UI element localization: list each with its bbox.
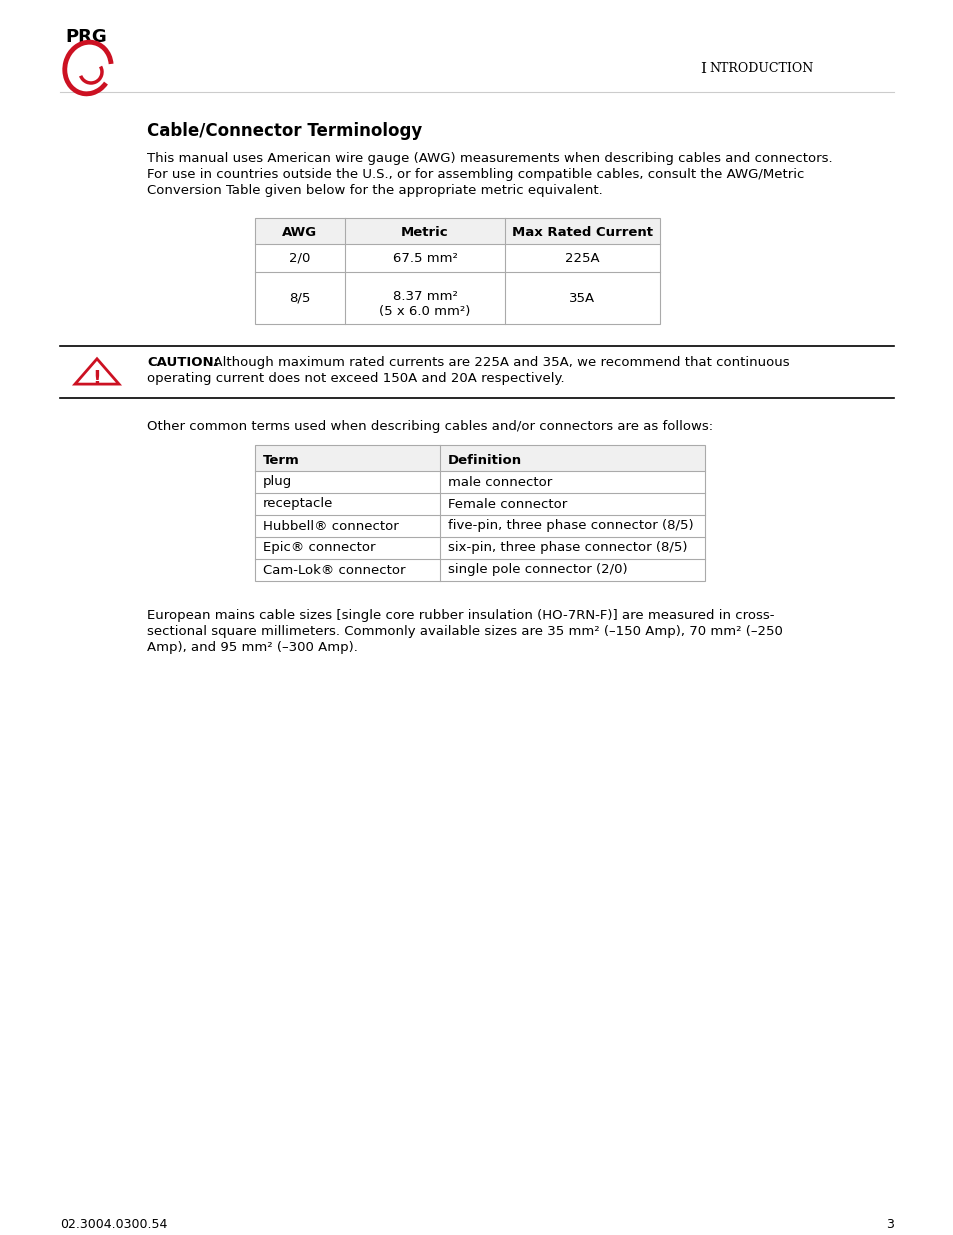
Text: !: !: [92, 368, 101, 388]
Text: Cable/Connector Terminology: Cable/Connector Terminology: [147, 122, 422, 140]
Text: 3: 3: [885, 1218, 893, 1231]
Text: plug: plug: [263, 475, 292, 489]
Text: 35A: 35A: [569, 291, 595, 305]
Text: Hubbell® connector: Hubbell® connector: [263, 520, 398, 532]
Text: 8/5: 8/5: [289, 291, 311, 305]
Text: 02.3004.0300.54: 02.3004.0300.54: [60, 1218, 167, 1231]
Text: Female connector: Female connector: [448, 498, 567, 510]
Text: Other common terms used when describing cables and/or connectors are as follows:: Other common terms used when describing …: [147, 420, 713, 433]
Bar: [254, 219, 659, 324]
Text: Cam-Lok® connector: Cam-Lok® connector: [263, 563, 405, 577]
Text: Metric: Metric: [401, 226, 448, 240]
Text: 225A: 225A: [564, 252, 599, 264]
Text: For use in countries outside the U.S., or for assembling compatible cables, cons: For use in countries outside the U.S., o…: [147, 168, 803, 182]
Text: NTRODUCTION: NTRODUCTION: [708, 62, 812, 75]
Text: Max Rated Current: Max Rated Current: [512, 226, 652, 240]
Text: Amp), and 95 mm² (–300 Amp).: Amp), and 95 mm² (–300 Amp).: [147, 641, 357, 655]
Text: Definition: Definition: [448, 453, 521, 467]
Text: 67.5 mm²: 67.5 mm²: [392, 252, 456, 264]
Text: Conversion Table given below for the appropriate metric equivalent.: Conversion Table given below for the app…: [147, 184, 602, 198]
Text: Epic® connector: Epic® connector: [263, 541, 375, 555]
Text: CAUTION:: CAUTION:: [147, 356, 219, 369]
Text: 8.37 mm²: 8.37 mm²: [392, 290, 456, 303]
Text: five-pin, three phase connector (8/5): five-pin, three phase connector (8/5): [448, 520, 693, 532]
Text: sectional square millimeters. Commonly available sizes are 35 mm² (–150 Amp), 70: sectional square millimeters. Commonly a…: [147, 625, 782, 638]
Text: 2/0: 2/0: [289, 252, 311, 264]
Text: European mains cable sizes [single core rubber insulation (HO-7RN-F)] are measur: European mains cable sizes [single core …: [147, 609, 774, 622]
Text: Although maximum rated currents are 225A and 35A, we recommend that continuous: Although maximum rated currents are 225A…: [205, 356, 789, 369]
Bar: [254, 219, 659, 245]
Text: (5 x 6.0 mm²): (5 x 6.0 mm²): [379, 305, 470, 317]
Text: receptacle: receptacle: [263, 498, 333, 510]
Text: operating current does not exceed 150A and 20A respectively.: operating current does not exceed 150A a…: [147, 372, 564, 385]
Text: male connector: male connector: [448, 475, 552, 489]
Text: Term: Term: [263, 453, 299, 467]
Text: PRG: PRG: [65, 28, 107, 46]
Text: I: I: [700, 62, 705, 77]
Text: single pole connector (2/0): single pole connector (2/0): [448, 563, 627, 577]
Text: This manual uses American wire gauge (AWG) measurements when describing cables a: This manual uses American wire gauge (AW…: [147, 152, 832, 165]
Polygon shape: [75, 359, 119, 384]
Bar: [254, 445, 704, 580]
Text: AWG: AWG: [282, 226, 317, 240]
Text: six-pin, three phase connector (8/5): six-pin, three phase connector (8/5): [448, 541, 687, 555]
Bar: [254, 445, 704, 471]
